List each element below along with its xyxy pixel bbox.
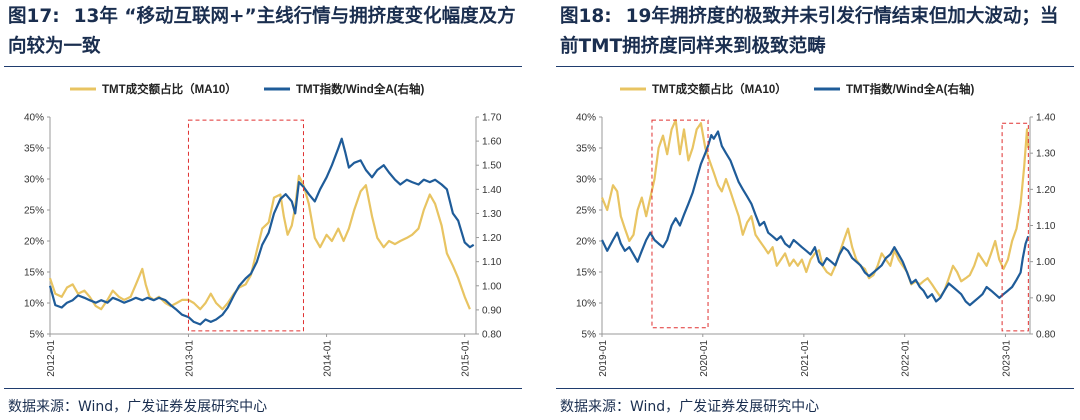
left-tick-label: 10% <box>576 299 596 310</box>
right-tick-label: 0.90 <box>482 305 502 316</box>
legend-label-2: TMT指数/Wind全A(右轴) <box>296 82 424 96</box>
x-tick-label: 2013-01 <box>184 340 195 377</box>
series-line-1 <box>48 174 471 311</box>
legend-label-1: TMT成交额占比（MA10） <box>652 82 787 96</box>
right-tick-label: 1.00 <box>1036 257 1056 268</box>
x-tick-label: 2023-01 <box>1001 340 1012 377</box>
left-tick-label: 20% <box>576 237 596 248</box>
right-tick-label: 1.40 <box>482 185 502 196</box>
x-tick-label: 2021-01 <box>800 340 811 377</box>
x-tick-label: 2019-01 <box>598 340 609 377</box>
figure-17-title: 图17: 13年 “移动互联网+”主线行情与拥挤度变化幅度及方向较为一致 <box>8 2 520 62</box>
left-tick-label: 25% <box>576 206 596 217</box>
figure-17-source: 数据来源：Wind，广发证券发展研究中心 <box>8 399 268 415</box>
right-tick-label: 0.80 <box>482 330 502 341</box>
series-line-1 <box>600 118 1030 298</box>
right-tick-label: 1.70 <box>482 113 502 124</box>
right-tick-label: 1.50 <box>482 161 502 172</box>
right-tick-label: 1.10 <box>1036 221 1056 232</box>
left-tick-label: 5% <box>30 330 45 341</box>
x-tick-label: 2020-01 <box>699 340 710 377</box>
figure-17-title-text: 13年 “移动互联网+”主线行情与拥挤度变化幅度及方向较为一致 <box>8 6 516 57</box>
figure-17-number: 图17: <box>8 6 60 27</box>
left-tick-label: 15% <box>576 268 596 279</box>
x-tick-label: 2014-01 <box>323 340 334 377</box>
left-tick-label: 15% <box>24 268 44 279</box>
figure-18-panel: 图18: 19年拥挤度的极致并未引发行情结束但加大波动；当前TMT拥挤度同样来到极… <box>556 0 1078 420</box>
left-tick-label: 35% <box>576 144 596 155</box>
left-tick-label: 5% <box>582 330 597 341</box>
right-tick-label: 0.90 <box>1036 293 1056 304</box>
x-tick-label: 2022-01 <box>901 340 912 377</box>
series-line-2 <box>601 130 1030 307</box>
left-tick-label: 20% <box>24 237 44 248</box>
figure-18-title-rule <box>556 66 1074 67</box>
right-tick-label: 1.30 <box>1036 149 1056 160</box>
right-tick-label: 1.40 <box>1036 113 1056 124</box>
left-tick-label: 40% <box>576 113 596 124</box>
legend-label-1: TMT成交额占比（MA10） <box>102 82 237 96</box>
right-tick-label: 0.80 <box>1036 330 1056 341</box>
highlight-box-1 <box>651 119 709 329</box>
left-tick-label: 30% <box>576 175 596 186</box>
right-tick-label: 1.30 <box>482 209 502 220</box>
right-tick-label: 1.10 <box>482 257 502 268</box>
left-tick-label: 30% <box>24 175 44 186</box>
x-tick-label: 2012-01 <box>46 340 57 377</box>
left-tick-label: 10% <box>24 299 44 310</box>
left-tick-label: 40% <box>24 113 44 124</box>
figure-18-title: 图18: 19年拥挤度的极致并未引发行情结束但加大波动；当前TMT拥挤度同样来到极… <box>560 2 1072 62</box>
figure-17-panel: 图17: 13年 “移动互联网+”主线行情与拥挤度变化幅度及方向较为一致 5% 10… <box>4 0 526 420</box>
highlight-box-2 <box>1001 122 1029 332</box>
series-line-2 <box>48 137 475 326</box>
figure-17-source-rule <box>4 388 522 389</box>
figure-17-chart: 5% 10% 15% 20% 25% 30% 35% 40% 0.80 0.90 1.00 1.10 1… <box>24 82 502 377</box>
highlight-box-1 <box>187 119 304 332</box>
x-tick-label: 2015-01 <box>461 340 472 377</box>
figure-18-title-text: 19年拥挤度的极致并未引发行情结束但加大波动；当前TMT拥挤度同样来到极致范畴 <box>560 6 1059 57</box>
figure-18-number: 图18: <box>560 6 612 27</box>
right-tick-label: 1.20 <box>482 233 502 244</box>
right-tick-label: 1.60 <box>482 137 502 148</box>
figure-18-source: 数据来源：Wind，广发证券发展研究中心 <box>560 399 820 415</box>
figure-18-chart: 5% 10% 15% 20% 25% 30% 35% 40% 0.80 0.90 1.00 1.10 1… <box>576 82 1056 377</box>
right-tick-label: 1.20 <box>1036 185 1056 196</box>
left-tick-label: 35% <box>24 144 44 155</box>
legend-label-2: TMT指数/Wind全A(右轴) <box>846 82 974 96</box>
figure-17-title-rule <box>4 66 522 67</box>
left-tick-label: 25% <box>24 206 44 217</box>
figure-18-source-rule <box>556 388 1074 389</box>
right-tick-label: 1.00 <box>482 281 502 292</box>
